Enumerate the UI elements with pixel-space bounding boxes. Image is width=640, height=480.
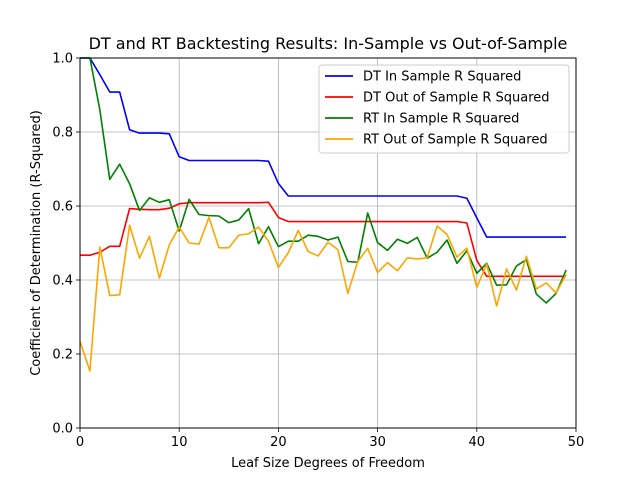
x-tick-label: 40 — [469, 435, 486, 450]
y-tick-label: 0.4 — [52, 274, 73, 289]
legend-label: RT In Sample R Squared — [363, 112, 519, 127]
legend: DT In Sample R Squared DT Out of Sample R… — [318, 64, 570, 154]
y-tick-label: 0.2 — [52, 348, 73, 363]
chart-title: DT and RT Backtesting Results: In-Sample… — [89, 34, 568, 53]
y-axis-label: Coefficient of Determination (R-Squared) — [29, 110, 44, 376]
y-tick-label: 1.0 — [52, 52, 73, 67]
series-line-rt-out-of-sample-r-squared — [79, 216, 567, 372]
plot-frame — [79, 57, 577, 429]
x-tick-label: 20 — [270, 435, 287, 450]
x-tick-label: 50 — [568, 435, 585, 450]
legend-box — [318, 64, 570, 154]
y-tick-label: 0.8 — [52, 126, 73, 141]
y-ticks: 0.0 0.2 0.4 0.6 0.8 1.0 — [52, 52, 80, 437]
y-tick-label: 0.0 — [52, 422, 73, 437]
x-tick-label: 0 — [76, 435, 84, 450]
x-tick-label: 30 — [369, 435, 386, 450]
legend-label: DT In Sample R Squared — [363, 70, 521, 85]
x-axis-label: Leaf Size Degrees of Freedom — [231, 456, 425, 471]
series-layer — [79, 57, 567, 372]
series-line-dt-in-sample-r-squared — [80, 57, 567, 238]
series-line-rt-in-sample-r-squared — [80, 57, 567, 304]
series-line-dt-out-of-sample-r-squared — [80, 201, 567, 278]
x-tick-label: 10 — [171, 435, 188, 450]
legend-label: DT Out of Sample R Squared — [363, 91, 550, 106]
x-ticks: 0 10 20 30 40 50 — [76, 428, 584, 450]
y-tick-label: 0.6 — [52, 200, 73, 215]
legend-label: RT Out of Sample R Squared — [363, 133, 548, 148]
